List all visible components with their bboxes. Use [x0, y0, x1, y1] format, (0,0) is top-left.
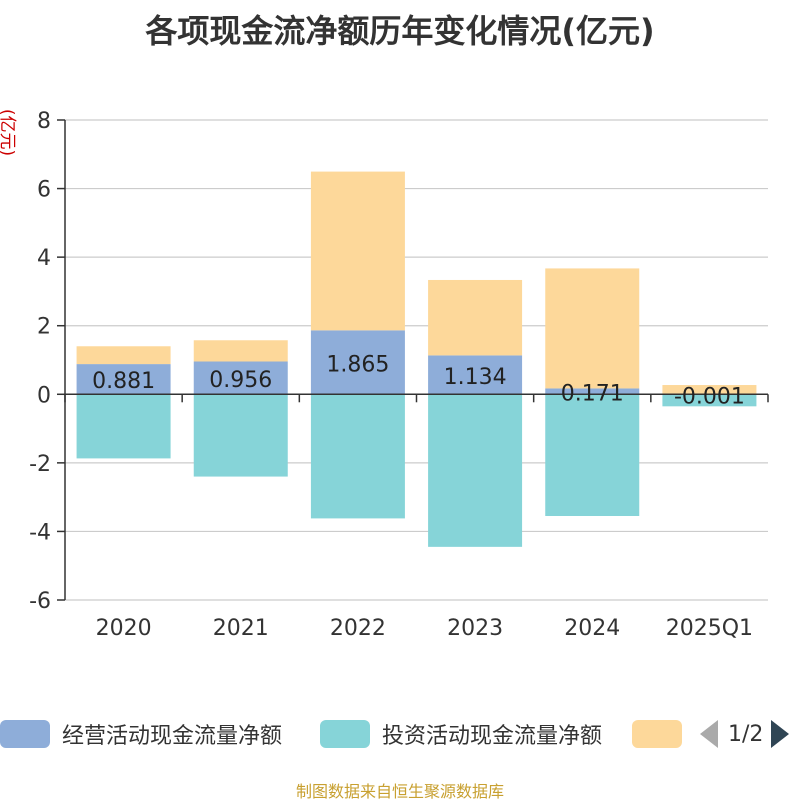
bar-series-3-2024 [545, 268, 640, 389]
cash-flow-bar-chart: 8 6 4 2 0 -2 -4 -6 2020 2021 2022 2023 2024 2025Q1 0.… [29, 109, 769, 641]
legend-swatch-investing [320, 720, 370, 748]
y-tick-label: 4 [37, 246, 51, 271]
x-tick-label: 2024 [564, 616, 620, 641]
y-tick-label: -4 [29, 520, 51, 545]
bar-series-1-2022 [310, 330, 405, 395]
bar-series-2-2021 [193, 394, 288, 477]
legend-label-investing: 投资活动现金流量净额 [382, 724, 603, 749]
bar-series-3-2023 [428, 279, 523, 356]
bar-series-3-2025Q1 [662, 385, 757, 395]
y-tick-label: 6 [37, 178, 51, 203]
bar-series-2-2025Q1 [662, 394, 757, 407]
x-tick-label: 2022 [330, 616, 386, 641]
y-tick-label: 8 [37, 109, 51, 134]
data-label-operating-2020: 0.881 [92, 369, 155, 394]
legend-item-investing[interactable]: 投资活动现金流量净额 [320, 716, 602, 752]
data-label-operating-2022: 1.865 [326, 352, 389, 377]
legend-page-indicator: 1/2 [728, 721, 764, 747]
data-label-operating-2021: 0.956 [209, 368, 272, 393]
x-tick-label: 2021 [213, 616, 269, 641]
x-tick-label: 2025Q1 [666, 616, 753, 641]
y-tick-label: 2 [37, 315, 51, 340]
legend-pager: 1/2 [700, 716, 790, 752]
bar-series-3-2021 [193, 340, 288, 362]
bar-series-2-2020 [76, 394, 171, 459]
bars [76, 171, 757, 547]
y-tick-label: 0 [37, 383, 51, 408]
y-tick-label: -2 [29, 452, 51, 477]
bar-series-1-2020 [76, 364, 171, 395]
bar-series-3-2020 [76, 346, 171, 365]
data-label-operating-2023: 1.134 [444, 365, 507, 390]
axes: 8 6 4 2 0 -2 -4 -6 2020 2021 2022 2023 2024 2025Q1 [29, 109, 769, 641]
legend-item-third-series[interactable] [632, 716, 682, 752]
bar-series-2-2023 [428, 394, 523, 547]
legend-swatch-third-series [632, 720, 682, 748]
legend-label-operating: 经营活动现金流量净额 [62, 724, 283, 749]
data-labels: 0.881 0.956 1.865 1.134 0.171 -0.001 [92, 352, 745, 409]
data-label-operating-2024: 0.171 [561, 381, 624, 406]
x-tick-label: 2020 [96, 616, 152, 641]
legend-prev-arrow-icon[interactable] [700, 720, 718, 748]
legend: 经营活动现金流量净额 投资活动现金流量净额 1/2 [0, 716, 800, 752]
bar-series-3-2022 [310, 171, 405, 331]
legend-item-operating[interactable]: 经营活动现金流量净额 [0, 716, 282, 752]
data-source-footer: 制图数据来自恒生聚源数据库 [295, 782, 504, 801]
bar-series-1-2024 [545, 388, 640, 395]
chart-title: 各项现金流净额历年变化情况(亿元) [145, 12, 655, 50]
bar-series-2-2022 [310, 394, 405, 519]
y-tick-label: -6 [29, 589, 51, 614]
bar-series-1-2023 [428, 355, 523, 395]
bar-series-1-2021 [193, 361, 288, 395]
x-tick-label: 2023 [447, 616, 503, 641]
grid-lines [65, 119, 768, 601]
legend-next-arrow-icon[interactable] [771, 720, 790, 748]
legend-swatch-operating [0, 720, 50, 748]
bar-series-2-2024 [545, 394, 640, 516]
data-label-operating-2025Q1: -0.001 [674, 384, 745, 409]
